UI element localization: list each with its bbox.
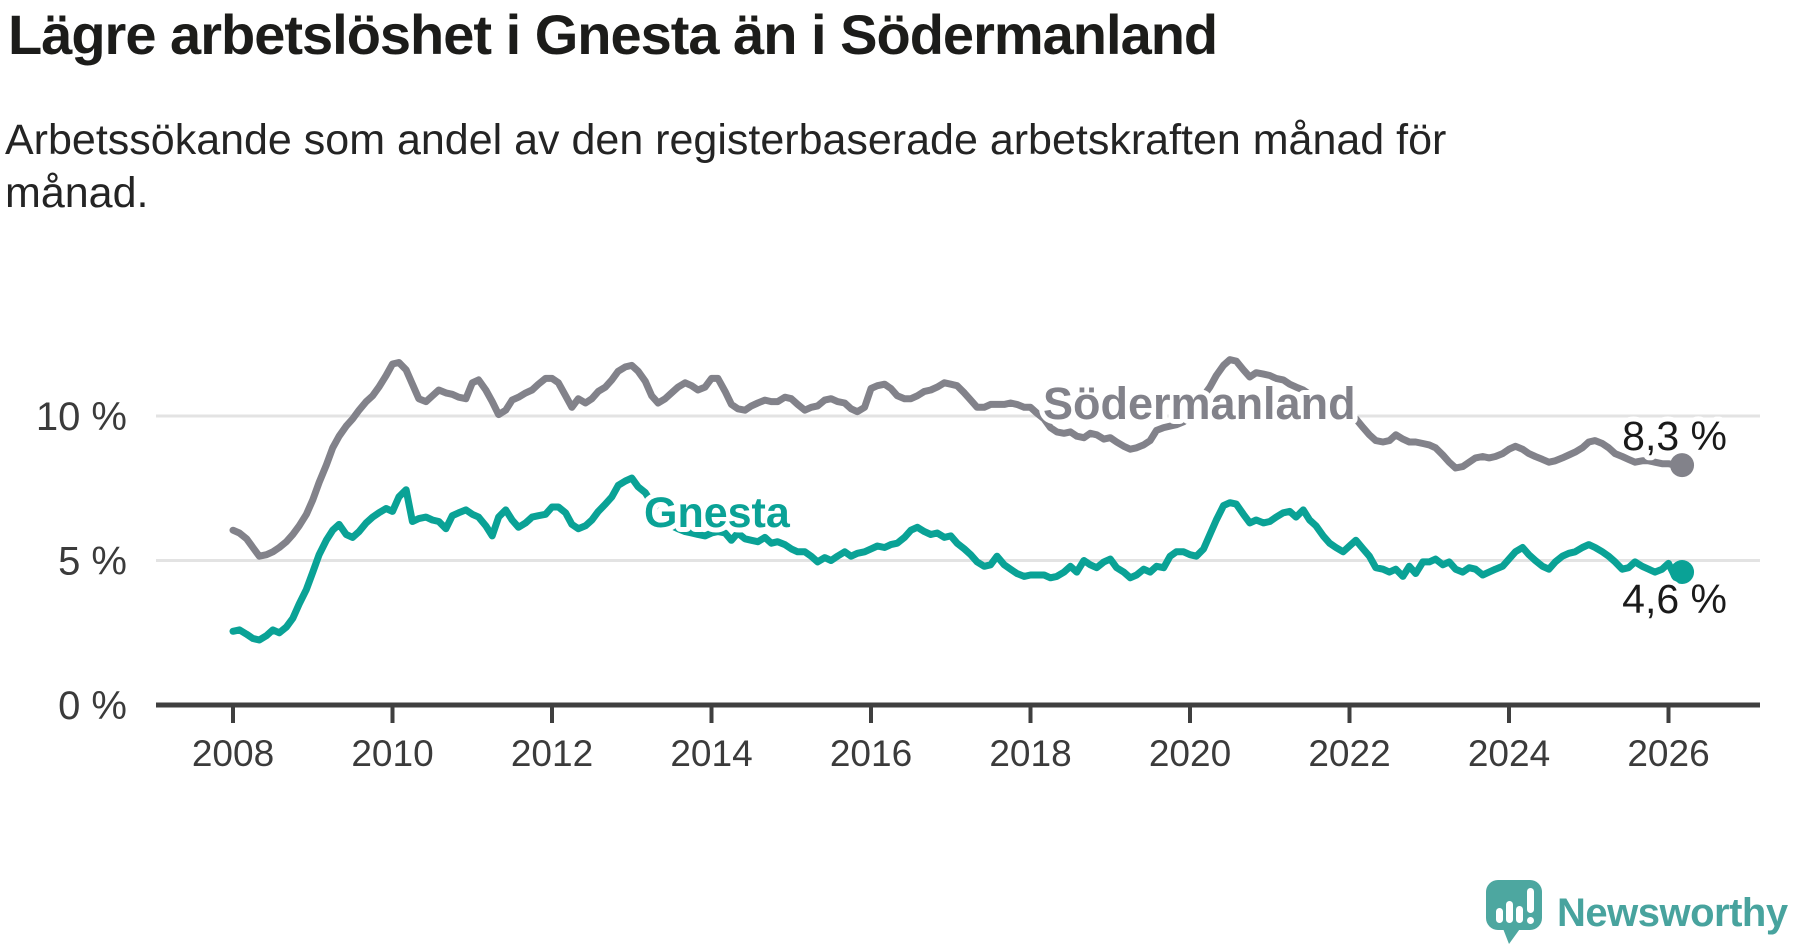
x-tick-label: 2026 [1627, 733, 1709, 774]
chart-subtitle: Arbetssökande som andel av den registerb… [5, 116, 1447, 217]
x-tick-label: 2020 [1149, 733, 1231, 774]
x-tick-label: 2014 [670, 733, 752, 774]
x-tick-label: 2010 [351, 733, 433, 774]
series-end-value-gnesta: 4,6 % [1622, 576, 1727, 622]
y-tick-label: 0 % [58, 684, 127, 728]
page-title: Lägre arbetslöshet i Gnesta än i Söderma… [8, 3, 1218, 66]
x-tick-label: 2022 [1308, 733, 1390, 774]
x-tick-label: 2018 [989, 733, 1071, 774]
x-tick-label: 2024 [1468, 733, 1550, 774]
y-tick-label: 5 % [58, 540, 127, 584]
series-end-dot-gnesta [1670, 560, 1695, 585]
series-end-value-sodermanland: 8,3 % [1622, 413, 1727, 459]
x-tick-label: 2012 [511, 733, 593, 774]
series-end-dot-sodermanland [1670, 453, 1695, 478]
newsworthy-speech-bubble-bar-chart-icon [1486, 880, 1542, 944]
series-label-sodermanland: Södermanland [1043, 378, 1356, 429]
newsworthy-logo: Newsworthy [1486, 880, 1788, 945]
series-line-gnesta [229, 474, 1686, 644]
x-tick-label: 2016 [830, 733, 912, 774]
x-tick-label: 2008 [192, 733, 274, 774]
newsworthy-logo-text: Newsworthy [1557, 890, 1788, 935]
y-tick-label: 10 % [36, 395, 127, 439]
series-label-gnesta: Gnesta [644, 489, 791, 537]
series-line-sodermanland [229, 356, 1686, 560]
